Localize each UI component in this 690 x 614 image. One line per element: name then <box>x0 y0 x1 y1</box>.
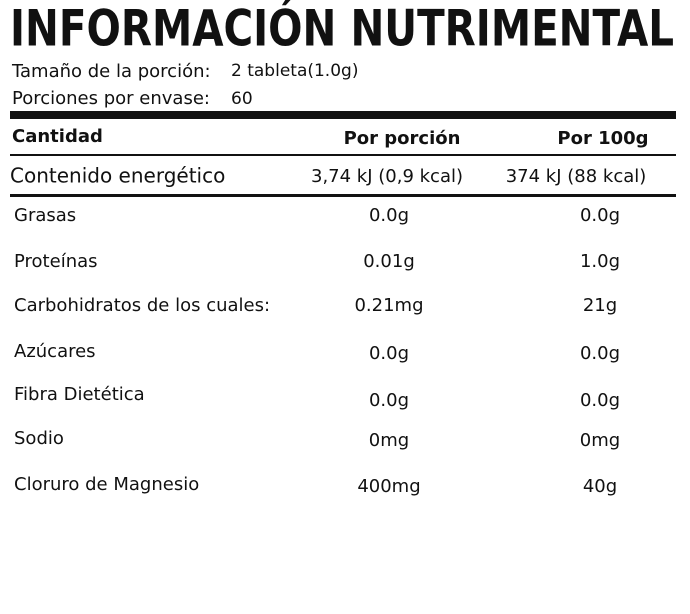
per-serving: 0.0g <box>369 343 409 364</box>
column-header: Por 100g <box>557 128 648 149</box>
serving-size-label: Tamaño de la porción: <box>11 61 211 82</box>
per-serving: 0.01g <box>363 251 415 272</box>
per-100g: 374 kJ (88 kcal) <box>506 166 647 187</box>
row-label: Azúcares <box>14 341 96 362</box>
per-100g: 40g <box>583 476 617 497</box>
per-100g: 21g <box>583 295 617 316</box>
row-label: Cloruro de Magnesio <box>14 474 199 495</box>
per-serving: 3,74 kJ (0,9 kcal) <box>311 166 463 187</box>
servings: 60 <box>231 89 253 109</box>
column-header: Por porción <box>344 128 461 149</box>
rule <box>10 154 676 156</box>
rows: Contenido energético 3,74 kJ (0,9 kcal) 37… <box>10 164 646 498</box>
serving-size: 2 tableta(1.0g) <box>231 61 358 81</box>
row-label: Carbohidratos de los cuales: <box>14 295 270 316</box>
row-label: Fibra Dietética <box>14 384 145 405</box>
per-100g: 1.0g <box>580 251 620 272</box>
row-label: Sodio <box>14 428 64 449</box>
per-100g: 0mg <box>580 430 620 451</box>
title: INFORMACIÓN NUTRIMENTAL <box>10 0 674 58</box>
thick-rule <box>10 111 676 119</box>
rule <box>10 194 676 197</box>
per-serving: 0.0g <box>369 205 409 226</box>
per-serving: 0.21mg <box>354 295 423 316</box>
row-label: Contenido energético <box>10 164 225 188</box>
row-label: Proteínas <box>14 251 98 272</box>
column-header: Cantidad <box>12 126 103 147</box>
per-100g: 0.0g <box>580 205 620 226</box>
servings-label: Porciones por envase: <box>12 88 210 109</box>
row-label: Grasas <box>14 205 76 226</box>
per-serving: 0.0g <box>369 390 409 411</box>
per-serving: 400mg <box>357 476 420 497</box>
per-serving: 0mg <box>369 430 409 451</box>
per-100g: 0.0g <box>580 390 620 411</box>
per-100g: 0.0g <box>580 343 620 364</box>
